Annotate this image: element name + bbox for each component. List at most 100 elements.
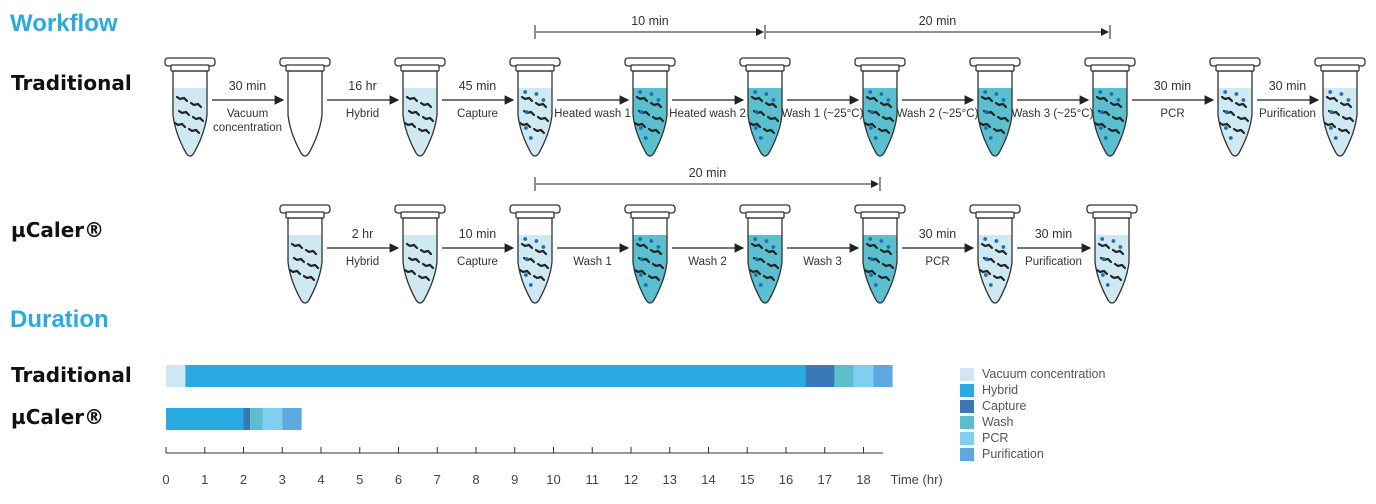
traditional-workflow-row: 30 min Vacuum concentration 16 hr Hybrid 45 m…: [164, 14, 1366, 157]
step-duration-label: 30 min: [1269, 79, 1307, 93]
step-name-label-concentration: concentration: [213, 122, 282, 134]
dna-molecules-icon: [518, 242, 550, 282]
chart-legend: Vacuum concentration Hybrid Capture Wash…: [960, 366, 1105, 462]
bead-dots-icon: [1100, 237, 1123, 287]
x-tick-label: 16: [779, 472, 793, 487]
legend-item: Wash: [960, 414, 1105, 430]
step-name-label-wash-3-25-c: Wash 3 (~25°C): [1012, 108, 1094, 120]
bar-segment-caler-hybrid: [166, 408, 244, 430]
tube-icon: [854, 204, 906, 304]
ucaler-label: µCaler®: [11, 218, 105, 242]
legend-swatch-capture: [960, 399, 974, 413]
x-tick-label: 11: [586, 472, 600, 487]
tube-icon: [624, 57, 676, 157]
x-tick-label: 0: [162, 472, 169, 487]
x-tick-label: 9: [511, 472, 518, 487]
tube-icon: [1314, 57, 1366, 157]
step-name-label-wash-1: Wash 1: [573, 256, 612, 268]
ucaler-workflow-row: 2 hr Hybrid 10 min Capture Wash 1 Wash 2 Wash …: [279, 166, 1138, 304]
x-tick-label: 10: [546, 472, 560, 487]
x-tick-label: 1: [201, 472, 208, 487]
x-tick-label: 7: [434, 472, 441, 487]
legend-item: Vacuum concentration: [960, 366, 1105, 382]
x-tick-label: 2: [240, 472, 247, 487]
step-duration-label: 10 min: [459, 227, 497, 241]
bead-dots-icon: [523, 90, 546, 140]
legend-swatch-wash: [960, 415, 974, 429]
tube-icon: [739, 204, 791, 304]
x-tick-label: 4: [317, 472, 324, 487]
chart-category-ucaler: µCaler®: [11, 405, 105, 429]
tube-icon: [1209, 57, 1261, 157]
bar-segment-caler-purification: [282, 408, 302, 430]
step-name-label-wash-2-25-c: Wash 2 (~25°C): [897, 108, 979, 120]
step-name-label-wash-2: Wash 2: [688, 256, 727, 268]
dna-molecules-icon: [403, 242, 435, 282]
tube-icon: [854, 57, 906, 157]
step-name-label-purification: Purification: [1259, 108, 1316, 120]
legend-item: Capture: [960, 398, 1105, 414]
step-duration-label: 30 min: [1154, 79, 1192, 93]
legend-item: Hybrid: [960, 382, 1105, 398]
bar-segment-traditional-vacuum-concentration: [166, 365, 186, 387]
step-name-label-hybrid: Hybrid: [346, 108, 379, 120]
time-span-bracket: 20 min: [534, 166, 881, 191]
bead-dots-icon: [523, 237, 546, 287]
step-name-label-pcr: PCR: [925, 256, 949, 268]
dna-molecules-icon: [978, 242, 1010, 282]
tube-icon: [1084, 57, 1136, 157]
step-duration-label: 45 min: [459, 79, 497, 93]
duration-chart: 0 1 2 3 4 5 6 7 8 9 10 11 12 13 14 15 16 17 18 Time (hr): [162, 365, 943, 487]
chart-category-traditional: Traditional: [11, 363, 132, 387]
step-duration-label: 2 hr: [352, 227, 374, 241]
step-duration-label: 30 min: [229, 79, 267, 93]
legend-item: Purification: [960, 446, 1105, 462]
bar-segment-traditional-pcr: [853, 365, 874, 387]
bead-dots-icon: [1098, 90, 1121, 140]
tube-icon: [164, 57, 216, 157]
dna-molecules-icon: [1218, 95, 1250, 135]
legend-label-hybrid: Hybrid: [982, 383, 1019, 397]
legend-label-wash: Wash: [982, 415, 1014, 429]
legend-label-capture: Capture: [982, 399, 1027, 413]
time-span-label: 10 min: [631, 14, 669, 28]
x-axis-title: Time (hr): [891, 472, 943, 487]
legend-swatch-purification: [960, 447, 974, 461]
dna-molecules-icon: [863, 95, 895, 135]
bar-segment-traditional-wash: [834, 365, 854, 387]
step-name-label-pcr: PCR: [1160, 108, 1184, 120]
tube-icon: [394, 204, 446, 304]
bead-dots-icon: [1223, 90, 1246, 140]
bar-segment-caler-capture: [243, 408, 251, 430]
x-tick-label: 6: [395, 472, 402, 487]
bar-segment-traditional-purification: [873, 365, 893, 387]
time-span-bracket: 20 min: [764, 14, 1111, 39]
dna-molecules-icon: [518, 95, 550, 135]
step-name-label-heated-wash-1: Heated wash 1: [554, 108, 631, 120]
bar-segment-caler-wash: [250, 408, 263, 430]
dna-molecules-icon: [173, 95, 205, 135]
tube-icon: [1086, 204, 1138, 304]
tube-icon: [509, 57, 561, 157]
x-tick-label: 5: [356, 472, 363, 487]
bead-dots-icon: [868, 90, 891, 140]
legend-label-pcr: PCR: [982, 431, 1009, 445]
tube-icon: [509, 204, 561, 304]
time-span-label: 20 min: [919, 14, 957, 28]
tube-icon: [394, 57, 446, 157]
legend-label-vacuum-concentration: Vacuum concentration: [982, 367, 1106, 381]
bead-dots-icon: [753, 90, 776, 140]
dna-molecules-icon: [403, 95, 435, 135]
workflow-heading: Workflow: [10, 10, 118, 37]
x-tick-label: 3: [279, 472, 286, 487]
bead-dots-icon: [1328, 90, 1351, 140]
legend-label-purification: Purification: [982, 447, 1044, 461]
bead-dots-icon: [983, 237, 1006, 287]
x-tick-label: 18: [856, 472, 870, 487]
legend-swatch-hybrid: [960, 383, 974, 397]
legend-swatch-vacuum-concentration: [960, 367, 974, 381]
tube-icon: [279, 57, 331, 157]
traditional-label: Traditional: [11, 71, 132, 95]
x-tick-label: 8: [472, 472, 479, 487]
